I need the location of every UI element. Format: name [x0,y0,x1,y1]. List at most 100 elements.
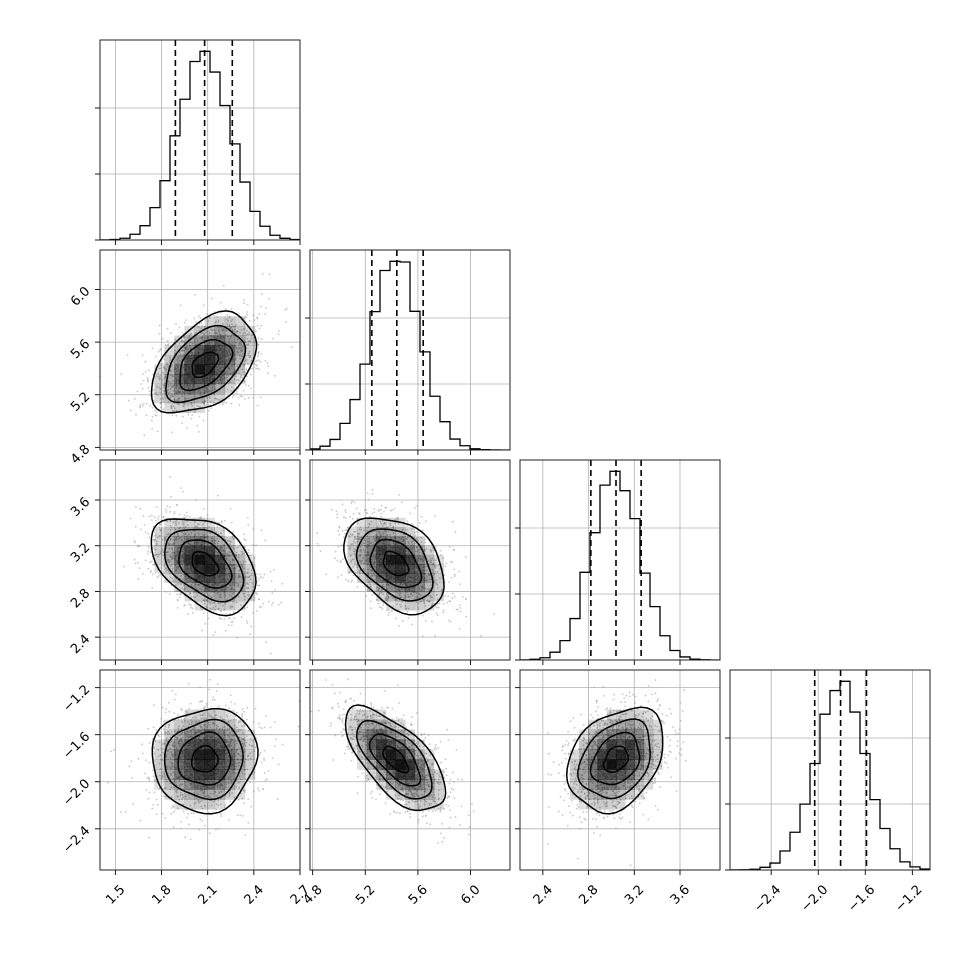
scatter-point [191,414,194,417]
histogram-1 [310,260,510,450]
density-cell [357,536,368,546]
density-cell [224,354,236,365]
density-cell [174,354,185,365]
scatter-point [422,614,424,617]
scatter-point [363,529,366,532]
scatter-point [249,633,252,635]
scatter-point [157,555,160,558]
scatter-point [222,553,225,555]
scatter-point [129,409,132,412]
scatter-point [163,390,165,392]
scatter-point [217,540,220,543]
density-cell [395,591,406,602]
scatter-point [216,494,219,497]
scatter-point [223,529,225,532]
scatter-point [172,535,175,538]
scatter-point [440,554,442,556]
y-tick-label-1: 5.6 [68,337,93,362]
scatter-point [226,370,229,372]
scatter-point [259,573,262,576]
scatter-point [352,540,355,543]
scatter-point [270,604,273,606]
scatter-point [239,395,242,397]
scatter-point [203,804,206,807]
scatter-point [160,387,163,390]
scatter-point [206,514,209,517]
hist-panel-1 [305,249,511,455]
contour-level-4 [150,310,258,414]
scatter-point [201,335,204,338]
scatter-point [256,580,259,583]
scatter-point [167,380,170,383]
scatter-point [202,717,205,720]
scatter-point [231,333,234,336]
scatter-point [362,568,365,570]
scatter-point [198,323,201,325]
scatter-point [190,352,192,354]
scatter-point [246,622,249,624]
density-cell [164,573,175,583]
density-cell [164,354,175,365]
density-cell [184,564,195,574]
scatter-point [459,583,461,586]
density-cell [164,517,175,528]
scatter-point [386,598,389,601]
scatter-point [234,564,237,566]
scatter-point [241,349,244,352]
scatter-point [203,602,206,605]
scatter-point [236,565,238,568]
scatter-point [240,792,242,795]
scatter-point [163,358,166,361]
scatter-point [373,511,376,514]
scatter-point [229,800,232,802]
scatter-point [359,526,362,529]
scatter-point [352,574,355,577]
scatter-point [427,600,430,603]
density-cell [184,527,195,537]
density-cell [164,545,175,556]
scatter-point [260,305,263,308]
scatter-point [167,750,170,752]
density-cell [376,517,387,528]
scatter-point [246,337,249,340]
scatter-point [212,402,215,404]
scatter-point [243,533,246,536]
scatter-point [230,521,233,524]
scatter-point [149,551,152,554]
density-cell [194,545,206,556]
scatter-point [229,612,232,615]
scatter-point [240,343,243,345]
scatter-panel-1-0: 4.85.25.66.0 [68,249,301,467]
scatter-point [187,812,190,815]
scatter-point [233,378,236,381]
scatter-point [163,539,166,541]
scatter-point [411,623,413,626]
scatter-point [266,362,269,364]
scatter-point [162,398,165,401]
scatter-point [416,539,419,541]
scatter-point [260,529,263,532]
scatter-point [451,561,454,564]
scatter-point [134,562,137,565]
scatter-point [200,805,203,808]
scatter-point [250,359,253,362]
scatter-point [344,511,347,513]
scatter-point [252,528,255,531]
scatter-point [392,605,395,608]
scatter-point [184,533,187,536]
scatter-point [186,515,188,518]
density-cell [244,564,256,574]
scatter-point [173,511,176,513]
density-cell [224,316,236,327]
scatter-point [129,517,132,520]
scatter-point [190,531,193,534]
scatter-point [237,348,240,350]
scatter-point [422,555,425,558]
scatter-point [138,545,141,548]
scatter-point [170,772,173,775]
scatter-point [212,634,215,636]
scatter-point [160,381,163,384]
scatter-point [239,376,242,379]
scatter-point [421,552,423,555]
density-cell [224,345,236,356]
